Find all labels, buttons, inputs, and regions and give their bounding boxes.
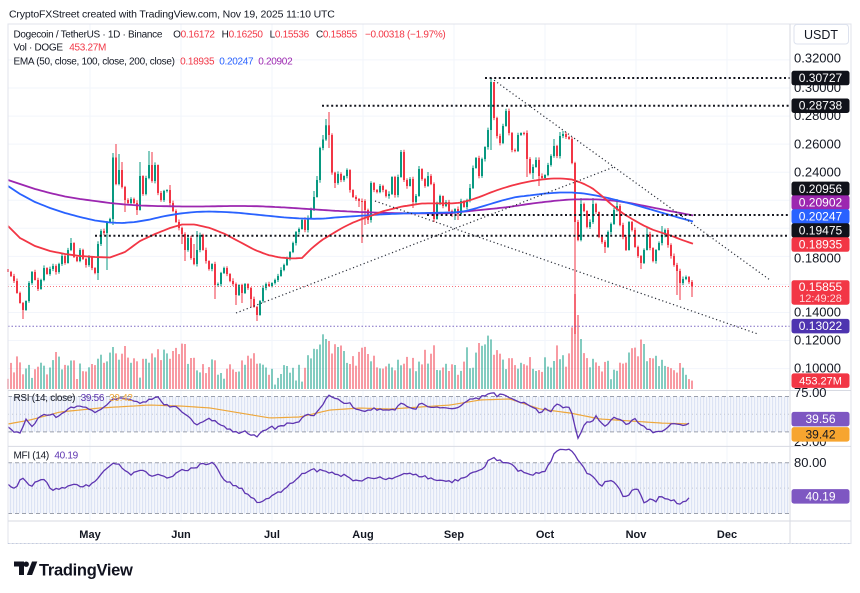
svg-text:Aug: Aug xyxy=(352,529,373,541)
svg-text:Dec: Dec xyxy=(717,529,737,541)
svg-text:0.20247: 0.20247 xyxy=(799,210,843,224)
svg-text:Oct: Oct xyxy=(536,529,555,541)
svg-text:Vol · DOGE 453.27M: Vol · DOGE 453.27M xyxy=(14,43,107,54)
svg-text:Dogecoin / TetherUS · 1D · Bin: Dogecoin / TetherUS · 1D · Binance O0.161… xyxy=(14,29,446,40)
svg-text:12:49:28: 12:49:28 xyxy=(799,293,842,305)
svg-text:Jul: Jul xyxy=(264,529,280,541)
svg-text:453.27M: 453.27M xyxy=(799,376,842,388)
svg-text:0.20902: 0.20902 xyxy=(799,196,843,210)
svg-text:0.13022: 0.13022 xyxy=(799,319,843,333)
svg-text:80.00: 80.00 xyxy=(794,455,827,470)
svg-text:0.19475: 0.19475 xyxy=(799,224,843,238)
svg-text:39.42: 39.42 xyxy=(805,427,835,441)
svg-text:CryptoFXStreet created with Tr: CryptoFXStreet created with TradingView.… xyxy=(9,9,335,21)
svg-text:39.56: 39.56 xyxy=(805,412,835,426)
svg-text:0.18000: 0.18000 xyxy=(794,251,841,266)
svg-text:0.18935: 0.18935 xyxy=(799,238,843,252)
svg-text:May: May xyxy=(79,529,101,541)
svg-text:0.26000: 0.26000 xyxy=(794,137,841,152)
svg-text:Jun: Jun xyxy=(171,529,191,541)
svg-text:USDT: USDT xyxy=(804,28,838,42)
svg-text:0.28738: 0.28738 xyxy=(799,99,843,113)
svg-text:Nov: Nov xyxy=(626,529,648,541)
svg-text:Sep: Sep xyxy=(444,529,464,541)
svg-text:0.15855: 0.15855 xyxy=(799,280,843,294)
svg-text:MFI (14) 40.19: MFI (14) 40.19 xyxy=(14,451,79,462)
svg-text:0.32000: 0.32000 xyxy=(794,50,841,65)
svg-text:40.19: 40.19 xyxy=(805,489,835,503)
svg-text:0.30727: 0.30727 xyxy=(799,71,843,85)
svg-text:0.10000: 0.10000 xyxy=(794,361,841,376)
svg-text:TradingView: TradingView xyxy=(39,562,133,580)
svg-text:EMA (50, close, 100, close, 20: EMA (50, close, 100, close, 200, close) … xyxy=(14,56,294,67)
svg-text:0.12000: 0.12000 xyxy=(794,333,841,348)
svg-text:0.24000: 0.24000 xyxy=(794,165,841,180)
svg-text:0.14000: 0.14000 xyxy=(794,305,841,320)
svg-text:0.20956: 0.20956 xyxy=(799,182,843,196)
svg-text:75.00: 75.00 xyxy=(794,385,827,400)
